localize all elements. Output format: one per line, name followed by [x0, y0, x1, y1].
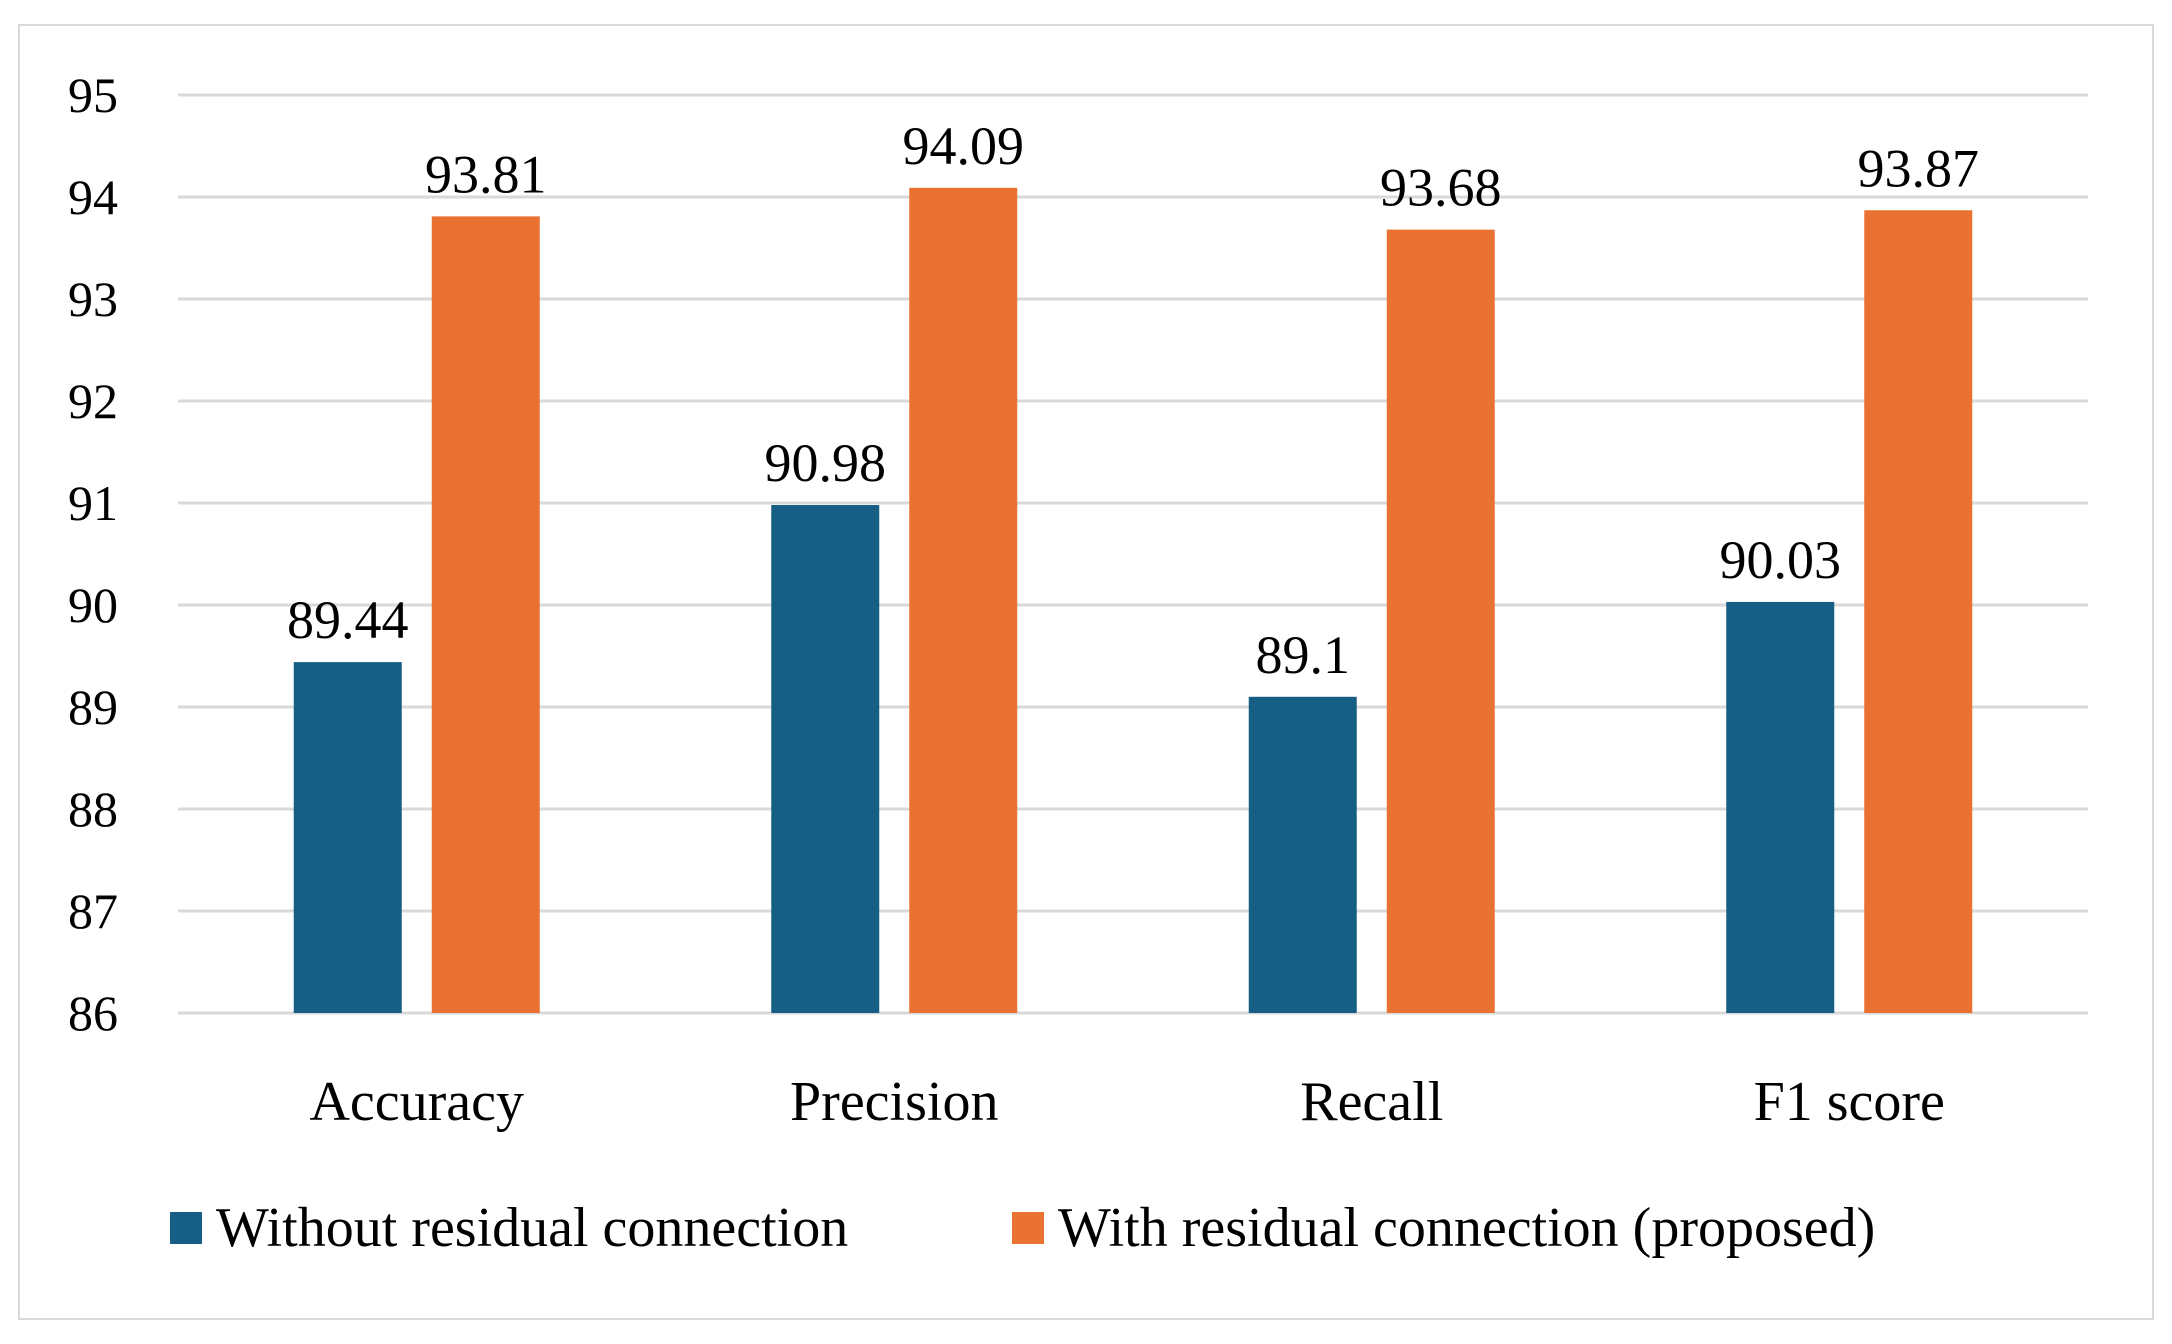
bar-precision-series-2	[909, 187, 1018, 1013]
x-tick-label-precision: Precision	[790, 1071, 998, 1133]
bar-f1-score-series-2	[1864, 210, 1973, 1013]
y-tick-label-88: 88	[68, 781, 118, 837]
data-label-recall-series-1: 89.1	[1256, 625, 1351, 685]
y-tick-label-86: 86	[68, 985, 118, 1041]
bar-accuracy-series-2	[431, 216, 540, 1013]
bar-precision-series-1	[771, 505, 880, 1013]
legend[interactable]: Without residual connection With residual…	[170, 1197, 1875, 1259]
x-tick-label-f1-score: F1 score	[1754, 1071, 1945, 1133]
data-label-precision-series-2: 94.09	[903, 116, 1025, 176]
data-label-accuracy-series-2: 93.81	[425, 144, 547, 204]
legend-item-series-1[interactable]: Without residual connection	[170, 1197, 848, 1259]
y-tick-label-93: 93	[68, 271, 118, 327]
legend-swatch-series-1	[170, 1212, 202, 1244]
data-labels: 89.44 93.81 90.98 94.09 89.1 93.68 90.03 93.87	[287, 116, 1979, 685]
y-tick-label-89: 89	[68, 679, 118, 735]
x-tick-label-accuracy: Accuracy	[309, 1071, 524, 1133]
bar-recall-series-1	[1248, 696, 1357, 1013]
data-label-accuracy-series-1: 89.44	[287, 590, 409, 650]
x-tick-label-recall: Recall	[1300, 1071, 1443, 1133]
y-axis-ticks: 86 87 88 89 90 91 92 93 94 95	[68, 67, 118, 1041]
legend-label-series-1: Without residual connection	[216, 1197, 848, 1259]
y-tick-label-94: 94	[68, 169, 118, 225]
bar-recall-series-2	[1386, 229, 1495, 1013]
y-tick-label-90: 90	[68, 577, 118, 633]
y-tick-label-92: 92	[68, 373, 118, 429]
data-label-f1-score-series-2: 93.87	[1858, 138, 1980, 198]
legend-item-series-2[interactable]: With residual connection (proposed)	[1012, 1197, 1875, 1259]
bars	[293, 187, 1973, 1013]
data-label-precision-series-1: 90.98	[765, 433, 887, 493]
bar-f1-score-series-1	[1726, 601, 1835, 1013]
legend-swatch-series-2	[1012, 1212, 1044, 1244]
data-label-f1-score-series-1: 90.03	[1720, 530, 1842, 590]
y-tick-label-91: 91	[68, 475, 118, 531]
y-tick-label-95: 95	[68, 67, 118, 123]
bar-accuracy-series-1	[293, 662, 402, 1013]
data-label-recall-series-2: 93.68	[1380, 158, 1502, 218]
x-axis-ticks: Accuracy Precision Recall F1 score	[309, 1071, 1944, 1133]
legend-label-series-2: With residual connection (proposed)	[1058, 1197, 1875, 1259]
y-tick-label-87: 87	[68, 883, 118, 939]
